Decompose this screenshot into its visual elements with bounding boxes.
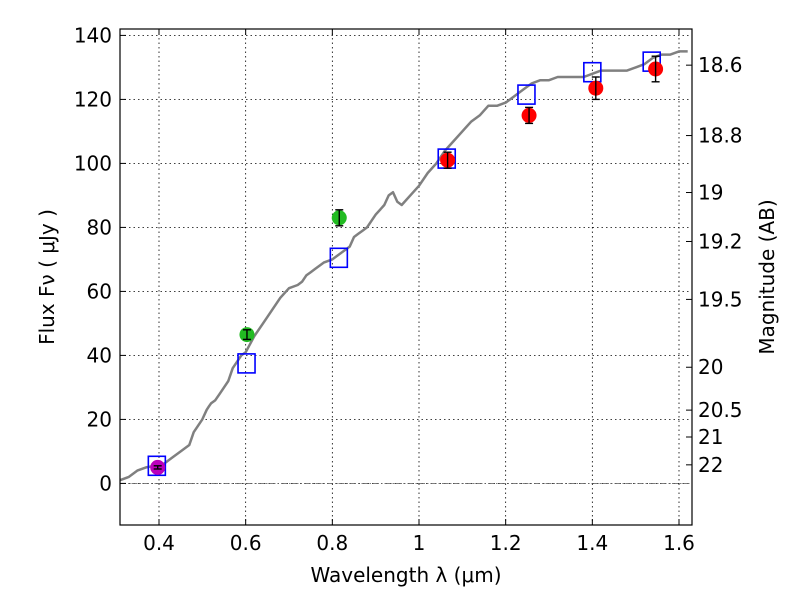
x-tick-label: 0.8 <box>316 531 348 555</box>
x-tick-label: 0.6 <box>230 531 262 555</box>
model-spectrum-line <box>119 50 688 482</box>
magnitude-tick-label: 19.2 <box>698 229 743 253</box>
y-tick-label: 120 <box>74 87 112 111</box>
x-tick-label: 1.4 <box>576 531 608 555</box>
x-tick-label: 1.6 <box>663 531 695 555</box>
y-tick-label: 140 <box>74 23 112 47</box>
magnitude-tick-label: 21 <box>698 425 723 449</box>
magnitude-tick-label: 19.5 <box>698 287 743 311</box>
magnitude-tick-label: 18.8 <box>698 124 743 148</box>
y-axis-ticks: 0 20 40 60 80 100 120 140 <box>74 23 126 495</box>
magnitude-tick-label: 18.6 <box>698 53 743 77</box>
y-tick-label: 40 <box>87 343 112 367</box>
x-tick-label: 0.4 <box>143 531 175 555</box>
photometry-points <box>150 55 664 475</box>
x-axis-title: Wavelength λ (μm) <box>310 563 501 587</box>
x-axis-ticks: 0.4 0.6 0.8 1 1.2 1.4 1.6 <box>143 29 695 555</box>
model-band-square <box>237 353 256 374</box>
plot-frame <box>119 28 693 526</box>
y-tick-label: 80 <box>87 215 112 239</box>
magnitude-axis-title: Magnitude (AB) <box>755 199 779 354</box>
model-band-square <box>329 247 349 269</box>
magnitude-axis-ticks: 18.6 18.8 19 19.2 19.5 20 20.5 21 22 <box>686 53 743 477</box>
x-tick-label: 1.2 <box>490 531 522 555</box>
y-tick-label: 100 <box>74 151 112 175</box>
y-tick-label: 0 <box>99 471 112 495</box>
magnitude-tick-label: 20 <box>698 355 723 379</box>
y-tick-label: 60 <box>87 279 112 303</box>
y-tick-label: 20 <box>87 407 112 431</box>
y-axis-title: Flux Fν ( μJy ) <box>35 209 59 345</box>
x-tick-label: 1 <box>413 531 426 555</box>
model-band-square <box>147 455 167 477</box>
magnitude-tick-label: 20.5 <box>698 398 743 422</box>
magnitude-tick-label: 19 <box>698 181 723 205</box>
model-spectrum <box>119 50 688 482</box>
model-band-square <box>517 84 536 105</box>
magnitude-tick-label: 22 <box>698 453 723 477</box>
